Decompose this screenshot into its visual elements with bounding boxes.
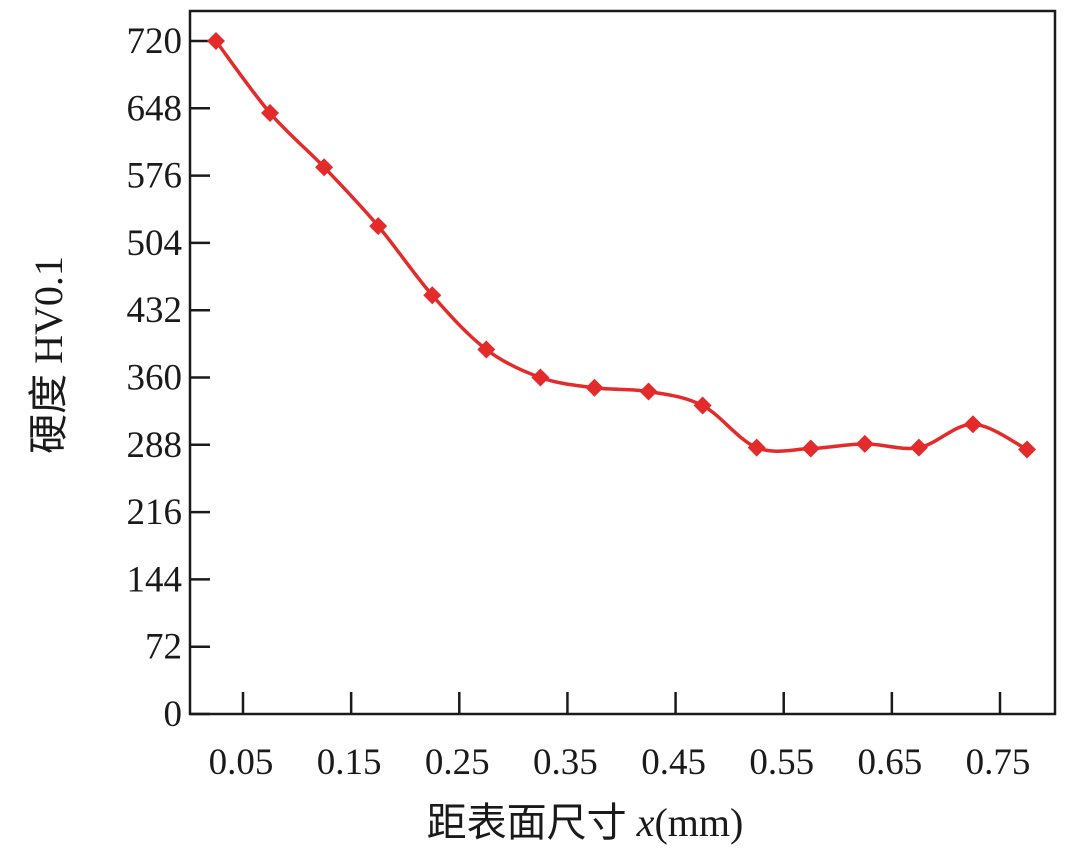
diamond-marker-icon: [639, 382, 658, 401]
x-axis-title: 距表面尺寸 x(mm): [427, 800, 744, 845]
y-axis: 0 72 144 216 288 360 432 504 576 648 720: [127, 21, 210, 735]
diamond-marker-icon: [855, 434, 874, 453]
y-tick-label: 720: [127, 21, 183, 62]
x-tick-label: 0.55: [749, 742, 814, 783]
x-axis-title-cn: 距表面尺寸: [427, 800, 637, 845]
y-tick-label: 360: [127, 358, 183, 399]
diamond-marker-icon: [477, 340, 496, 359]
plot-border: [188, 9, 1057, 716]
diamond-marker-icon: [1018, 440, 1037, 459]
hardness-curve: [214, 39, 1028, 453]
diamond-marker-icon: [369, 217, 388, 236]
x-axis: 0.05 0.15 0.25 0.35 0.45 0.55 0.65 0.75: [209, 692, 1031, 783]
y-tick-label: 72: [145, 627, 182, 668]
x-tick-label: 0.45: [641, 742, 706, 783]
diamond-marker-icon: [315, 158, 334, 177]
y-tick-label: 504: [127, 223, 183, 264]
diamond-marker-icon: [693, 396, 712, 415]
x-tick-label: 0.75: [966, 742, 1031, 783]
diamond-marker-icon: [585, 378, 604, 397]
diamond-marker-icon: [531, 368, 550, 387]
x-tick-label: 0.65: [857, 742, 922, 783]
y-tick-label: 144: [127, 559, 183, 600]
diamond-marker-icon: [747, 438, 766, 457]
y-tick-label: 0: [164, 694, 183, 735]
y-axis-title: 硬度 HV0.1: [26, 256, 71, 454]
x-axis-title-variable: x: [636, 800, 655, 845]
y-tick-label: 216: [127, 492, 183, 533]
diamond-marker-icon: [423, 286, 442, 305]
diamond-marker-icon: [909, 438, 928, 457]
x-tick-label: 0.15: [317, 742, 382, 783]
diamond-marker-icon: [801, 439, 820, 458]
x-tick-label: 0.35: [533, 742, 598, 783]
data-series: [206, 32, 1037, 459]
y-tick-label: 432: [127, 290, 183, 331]
diamond-marker-icon: [261, 103, 280, 122]
plot-frame: [188, 9, 1057, 716]
diamond-marker-icon: [206, 32, 225, 50]
x-axis-title-unit: (mm): [654, 800, 743, 845]
y-tick-label: 648: [127, 88, 183, 129]
x-tick-label: 0.25: [425, 742, 490, 783]
y-tick-label: 576: [127, 156, 183, 197]
diamond-marker-icon: [963, 415, 982, 434]
x-tick-label: 0.05: [209, 742, 274, 783]
y-tick-label: 288: [127, 425, 183, 466]
